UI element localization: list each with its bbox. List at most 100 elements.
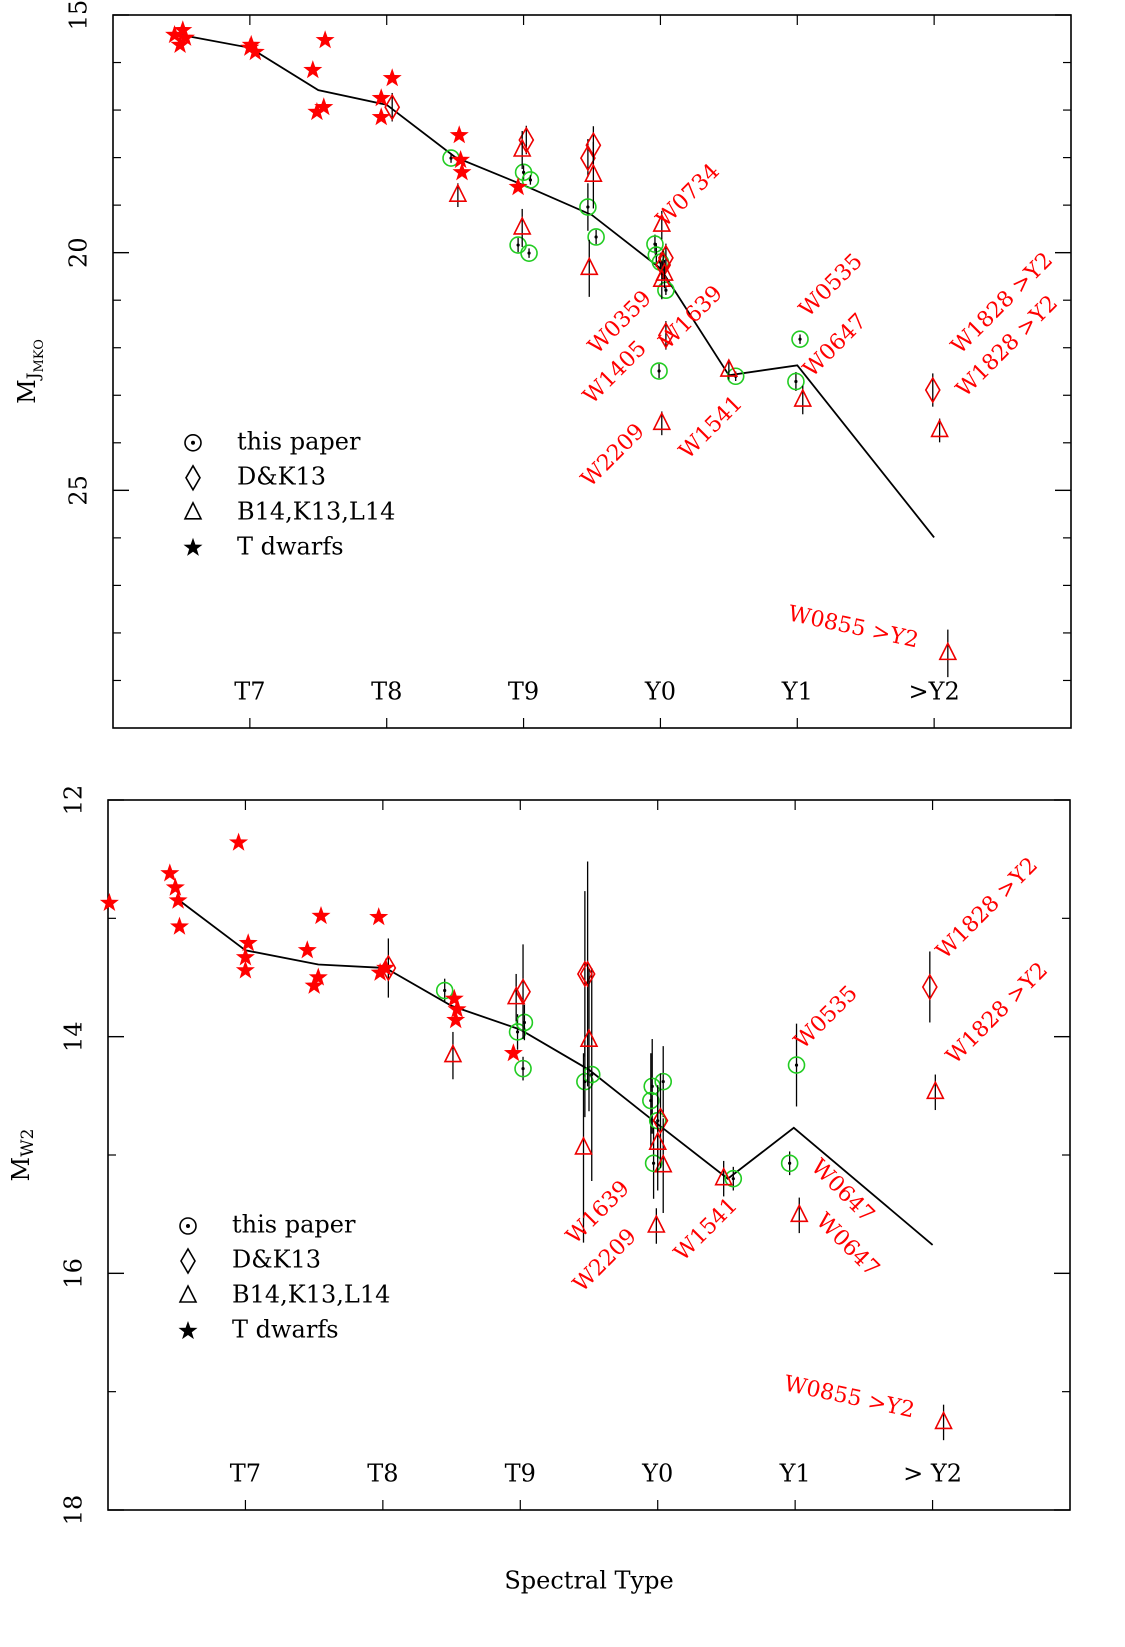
star-marker bbox=[245, 42, 265, 61]
marker-dot bbox=[590, 1072, 594, 1077]
star-marker bbox=[235, 960, 255, 979]
star-marker bbox=[370, 962, 390, 981]
plot-frame bbox=[112, 14, 1072, 729]
triangle-marker bbox=[930, 418, 949, 438]
legend-symbol bbox=[183, 501, 203, 520]
star-marker bbox=[451, 150, 471, 169]
star-marker bbox=[371, 107, 391, 126]
star-marker bbox=[449, 125, 469, 144]
triangle-marker bbox=[719, 358, 739, 377]
x-axis-title: Spectral Type bbox=[504, 1567, 673, 1595]
marker-dot bbox=[521, 1067, 525, 1071]
legend-label: T dwarfs bbox=[237, 532, 344, 560]
circle-marker bbox=[435, 981, 454, 1000]
circle-marker bbox=[654, 1072, 673, 1091]
star-marker bbox=[371, 88, 391, 107]
x-tick-label: T8 bbox=[371, 678, 402, 706]
y-tick-label: 18 bbox=[60, 1495, 88, 1526]
y-tick-label: 25 bbox=[65, 475, 93, 506]
triangle-marker bbox=[938, 641, 958, 661]
marker-dot bbox=[443, 988, 447, 993]
circle-marker bbox=[787, 372, 805, 391]
marker-dot bbox=[528, 178, 533, 182]
marker-dot bbox=[594, 235, 598, 239]
legend-symbol bbox=[183, 537, 203, 556]
circle-marker bbox=[515, 1013, 534, 1032]
circle-marker bbox=[521, 171, 540, 189]
relation-line bbox=[178, 899, 934, 1246]
annotation: W0734 bbox=[652, 159, 725, 232]
diamond-marker bbox=[657, 321, 674, 349]
diamond-marker bbox=[384, 93, 401, 121]
legend-label: D&K13 bbox=[237, 462, 326, 490]
annotation: W0535 bbox=[790, 981, 863, 1054]
star-marker bbox=[235, 947, 255, 966]
y-axis-title-main: M bbox=[13, 379, 41, 404]
star-marker bbox=[314, 97, 334, 116]
triangle-marker bbox=[648, 1131, 668, 1150]
circle-marker bbox=[642, 1091, 660, 1110]
x-tick-label: T9 bbox=[508, 678, 539, 706]
y-axis-title-sub: W2 bbox=[18, 1129, 38, 1157]
triangle-marker bbox=[584, 163, 603, 182]
plot-frame bbox=[107, 799, 1071, 1511]
star-marker bbox=[303, 60, 323, 79]
y-axis-title-sub: J bbox=[24, 372, 44, 381]
x-tick-label: T9 bbox=[505, 1460, 536, 1488]
circle-marker bbox=[576, 1072, 594, 1091]
legend-label: T dwarfs bbox=[232, 1316, 339, 1344]
y-axis-title: MW2 bbox=[7, 1129, 38, 1182]
y-tick-label: 16 bbox=[60, 1258, 88, 1289]
triangle-marker bbox=[789, 1203, 809, 1223]
triangle-marker bbox=[647, 1214, 666, 1233]
x-tick-label: > Y2 bbox=[903, 1460, 962, 1488]
y-tick-label: 12 bbox=[60, 785, 88, 816]
star-marker bbox=[382, 68, 402, 87]
star-marker bbox=[508, 177, 528, 196]
diamond-marker bbox=[579, 144, 596, 172]
marker-dot bbox=[527, 251, 531, 255]
marker-dot bbox=[794, 1063, 799, 1067]
circle-marker bbox=[657, 281, 675, 300]
x-tick-label: T7 bbox=[234, 678, 265, 706]
star-marker bbox=[170, 34, 190, 53]
circle-marker bbox=[508, 1023, 527, 1041]
y-axis-title: MJMKO bbox=[13, 339, 47, 404]
star-marker bbox=[452, 162, 472, 181]
marker-dot bbox=[731, 1177, 735, 1181]
y-axis-title-main: M bbox=[7, 1157, 35, 1182]
triangle-marker bbox=[655, 262, 674, 281]
legend-symbol bbox=[178, 1284, 198, 1303]
star-marker bbox=[369, 907, 389, 926]
diamond-marker bbox=[921, 973, 938, 1001]
marker-dot bbox=[515, 1030, 520, 1034]
circle-marker bbox=[646, 235, 664, 253]
triangle-marker bbox=[652, 411, 672, 431]
x-tick-label: >Y2 bbox=[909, 678, 960, 706]
legend-symbol bbox=[179, 1217, 197, 1235]
circle-marker bbox=[780, 1154, 799, 1173]
diamond-marker bbox=[652, 1107, 669, 1135]
x-tick-label: Y0 bbox=[644, 678, 676, 706]
triangle-marker bbox=[506, 985, 526, 1005]
x-tick-label: Y1 bbox=[779, 1460, 811, 1488]
legend-label: this paper bbox=[232, 1211, 356, 1239]
y-tick-label: 14 bbox=[60, 1021, 88, 1052]
diamond-marker bbox=[657, 244, 674, 272]
annotation: W0855 >Y2 bbox=[786, 601, 921, 653]
legend-symbol bbox=[185, 464, 201, 492]
star-marker bbox=[99, 892, 119, 911]
circle-marker bbox=[724, 1169, 743, 1188]
annotation: W1541 bbox=[670, 1193, 743, 1266]
star-marker bbox=[447, 999, 467, 1018]
circle-marker bbox=[791, 330, 809, 348]
circle-marker bbox=[587, 228, 605, 246]
legend-label: B14,K13,L14 bbox=[237, 497, 395, 525]
circle-marker bbox=[650, 362, 668, 380]
star-marker bbox=[238, 933, 258, 952]
y-tick-label: 20 bbox=[65, 237, 93, 268]
triangle-marker bbox=[652, 213, 672, 232]
star-marker bbox=[170, 916, 189, 935]
